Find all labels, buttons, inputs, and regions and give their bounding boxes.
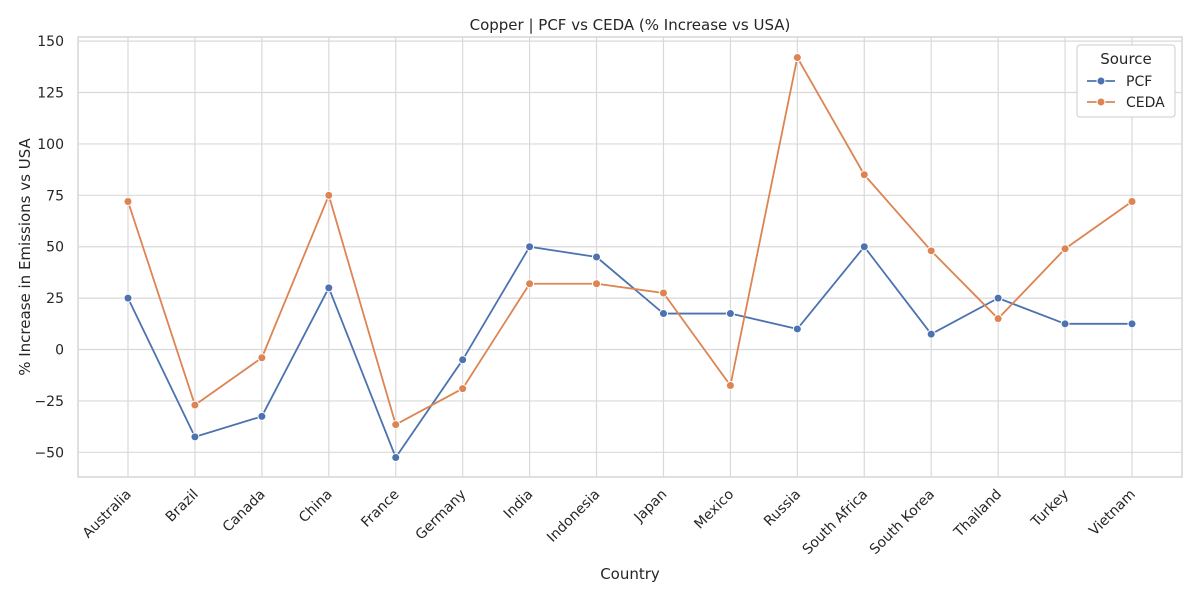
pcf-point bbox=[592, 252, 602, 262]
ceda-point bbox=[926, 246, 936, 256]
pcf-point bbox=[324, 283, 334, 293]
legend-label-ceda: CEDA bbox=[1126, 95, 1165, 111]
series-pcf bbox=[123, 242, 1137, 462]
x-tick-label: South Korea bbox=[867, 487, 938, 558]
y-tick-label: −50 bbox=[34, 445, 64, 461]
y-tick-label: 0 bbox=[55, 343, 64, 359]
legend-items: PCF CEDA bbox=[1087, 74, 1165, 111]
ceda-point bbox=[257, 353, 267, 363]
ceda-point bbox=[190, 400, 200, 410]
x-tick-label: Japan bbox=[631, 487, 671, 527]
pcf-point bbox=[926, 329, 936, 339]
x-tick-label: Indonesia bbox=[544, 487, 603, 546]
x-tick-label: Brazil bbox=[163, 487, 202, 526]
pcf-point bbox=[1127, 319, 1137, 329]
x-tick-label: Vietnam bbox=[1086, 487, 1139, 540]
y-axis-label: % Increase in Emissions vs USA bbox=[16, 138, 34, 376]
series-ceda bbox=[123, 53, 1137, 430]
x-tick-label: China bbox=[296, 487, 336, 527]
series-layer bbox=[123, 53, 1137, 462]
pcf-point bbox=[391, 452, 401, 462]
ceda-point bbox=[458, 384, 468, 394]
ceda-point bbox=[1060, 244, 1070, 254]
ceda-point bbox=[324, 190, 334, 200]
y-tick-label: 75 bbox=[46, 188, 64, 204]
pcf-point bbox=[658, 309, 668, 319]
pcf-point bbox=[123, 293, 133, 303]
ceda-point bbox=[859, 170, 869, 180]
ceda-point bbox=[391, 420, 401, 430]
ceda-point bbox=[1127, 196, 1137, 206]
ceda-point bbox=[993, 314, 1003, 324]
ceda-line bbox=[127, 56, 1133, 426]
y-tick-label: 50 bbox=[46, 240, 64, 256]
y-tick-label: 150 bbox=[37, 34, 64, 50]
x-tick-label: South Africa bbox=[800, 487, 871, 558]
x-tick-label: Turkey bbox=[1028, 487, 1072, 531]
plot-area bbox=[77, 36, 1183, 478]
x-tick-label: Australia bbox=[80, 487, 135, 542]
x-tick-label: Russia bbox=[761, 487, 804, 530]
pcf-point bbox=[792, 324, 802, 334]
y-tick-label: 100 bbox=[37, 137, 64, 153]
x-tick-label: Germany bbox=[413, 487, 470, 544]
x-tick-label: Thailand bbox=[950, 487, 1005, 542]
x-tick-labels: Australia Brazil Canada China France Germany I… bbox=[80, 487, 1139, 558]
y-tick-label: 25 bbox=[46, 291, 64, 307]
x-tick-label: India bbox=[501, 487, 537, 523]
ceda-point bbox=[658, 288, 668, 298]
legend-label-pcf: PCF bbox=[1126, 74, 1152, 90]
legend: Source PCF CEDA bbox=[1076, 44, 1176, 118]
y-tick-label: −25 bbox=[34, 394, 64, 410]
ceda-point bbox=[725, 381, 735, 391]
pcf-point bbox=[525, 242, 535, 252]
legend-title: Source bbox=[1100, 50, 1152, 68]
ceda-point bbox=[123, 196, 133, 206]
pcf-point bbox=[257, 411, 267, 421]
y-tick-labels: −50 −25 0 25 50 75 100 125 150 bbox=[34, 34, 64, 461]
pcf-line bbox=[127, 245, 1132, 459]
pcf-point bbox=[1060, 319, 1070, 329]
chart-title: Copper | PCF vs CEDA (% Increase vs USA) bbox=[470, 16, 791, 34]
legend-marker-pcf bbox=[1096, 76, 1106, 86]
pcf-point bbox=[458, 355, 468, 365]
pcf-point bbox=[859, 242, 869, 252]
ceda-point bbox=[792, 53, 802, 63]
x-gridlines bbox=[127, 37, 1133, 477]
x-tick-label: France bbox=[358, 487, 402, 531]
x-tick-label: Canada bbox=[220, 487, 269, 536]
pcf-point bbox=[190, 432, 200, 442]
legend-marker-ceda bbox=[1096, 97, 1106, 107]
ceda-point bbox=[592, 279, 602, 289]
pcf-point bbox=[993, 293, 1003, 303]
pcf-point bbox=[725, 309, 735, 319]
y-tick-label: 125 bbox=[37, 86, 64, 102]
ceda-point bbox=[525, 279, 535, 289]
x-tick-label: Mexico bbox=[691, 487, 737, 533]
x-axis-label: Country bbox=[600, 565, 660, 583]
